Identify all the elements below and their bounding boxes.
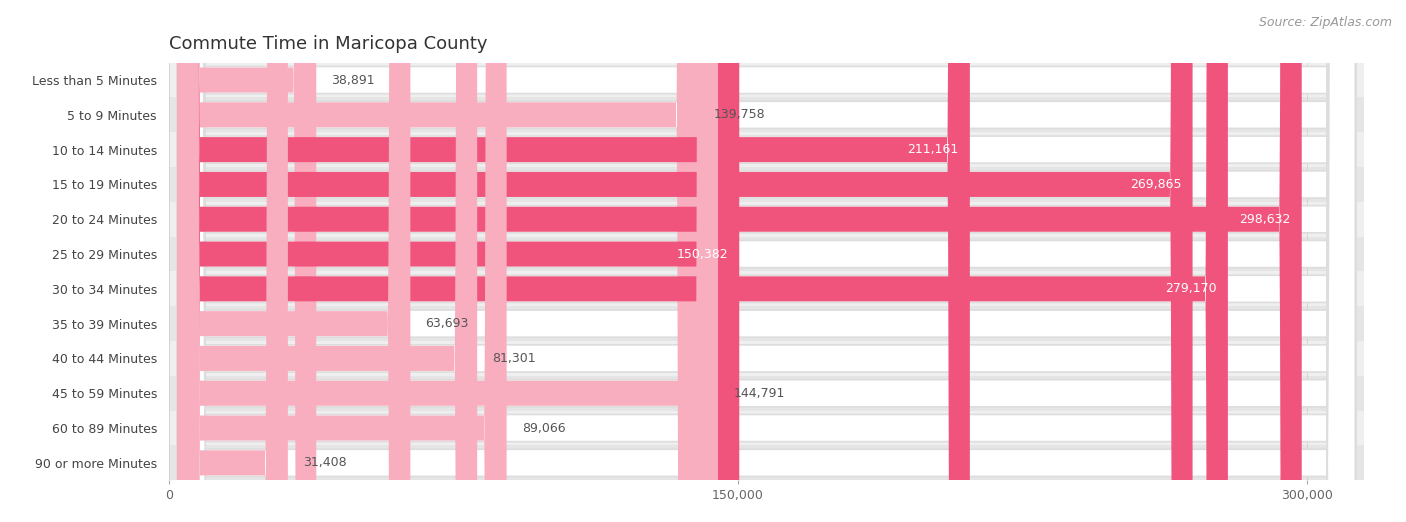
FancyBboxPatch shape bbox=[177, 0, 1355, 522]
FancyBboxPatch shape bbox=[177, 0, 506, 522]
Text: 139,758: 139,758 bbox=[714, 109, 766, 121]
Text: 150,382: 150,382 bbox=[676, 247, 728, 260]
FancyBboxPatch shape bbox=[177, 0, 1302, 522]
Bar bbox=[169, 236, 1364, 271]
Text: 211,161: 211,161 bbox=[907, 143, 959, 156]
Bar bbox=[169, 376, 1364, 411]
Bar bbox=[169, 202, 1364, 236]
Bar bbox=[169, 63, 1364, 98]
FancyBboxPatch shape bbox=[177, 0, 411, 522]
Text: 63,693: 63,693 bbox=[426, 317, 470, 330]
FancyBboxPatch shape bbox=[177, 0, 288, 522]
FancyBboxPatch shape bbox=[177, 0, 316, 522]
FancyBboxPatch shape bbox=[177, 0, 477, 522]
Text: 31,408: 31,408 bbox=[304, 456, 347, 469]
FancyBboxPatch shape bbox=[177, 0, 1355, 522]
Text: 38,891: 38,891 bbox=[332, 74, 375, 87]
FancyBboxPatch shape bbox=[177, 0, 1355, 522]
FancyBboxPatch shape bbox=[177, 0, 718, 522]
FancyBboxPatch shape bbox=[177, 0, 740, 522]
FancyBboxPatch shape bbox=[177, 0, 1192, 522]
Text: 269,865: 269,865 bbox=[1129, 178, 1181, 191]
Bar bbox=[169, 271, 1364, 306]
Bar bbox=[169, 445, 1364, 480]
FancyBboxPatch shape bbox=[177, 0, 1355, 522]
FancyBboxPatch shape bbox=[177, 0, 699, 522]
Bar bbox=[169, 411, 1364, 445]
FancyBboxPatch shape bbox=[177, 0, 1355, 522]
Bar bbox=[169, 167, 1364, 202]
FancyBboxPatch shape bbox=[177, 0, 970, 522]
Bar bbox=[169, 132, 1364, 167]
Text: Commute Time in Maricopa County: Commute Time in Maricopa County bbox=[169, 35, 488, 53]
Bar bbox=[169, 341, 1364, 376]
FancyBboxPatch shape bbox=[177, 0, 1355, 522]
Text: 89,066: 89,066 bbox=[522, 422, 565, 434]
FancyBboxPatch shape bbox=[177, 0, 1227, 522]
Text: 279,170: 279,170 bbox=[1166, 282, 1216, 295]
Text: 81,301: 81,301 bbox=[492, 352, 536, 365]
Text: 144,791: 144,791 bbox=[733, 387, 785, 400]
FancyBboxPatch shape bbox=[177, 0, 1355, 522]
Text: Source: ZipAtlas.com: Source: ZipAtlas.com bbox=[1258, 16, 1392, 29]
FancyBboxPatch shape bbox=[177, 0, 1355, 522]
FancyBboxPatch shape bbox=[177, 0, 1355, 522]
FancyBboxPatch shape bbox=[177, 0, 1355, 522]
FancyBboxPatch shape bbox=[177, 0, 1355, 522]
FancyBboxPatch shape bbox=[177, 0, 1355, 522]
Bar bbox=[169, 98, 1364, 132]
Bar bbox=[169, 306, 1364, 341]
Text: 298,632: 298,632 bbox=[1239, 213, 1291, 226]
